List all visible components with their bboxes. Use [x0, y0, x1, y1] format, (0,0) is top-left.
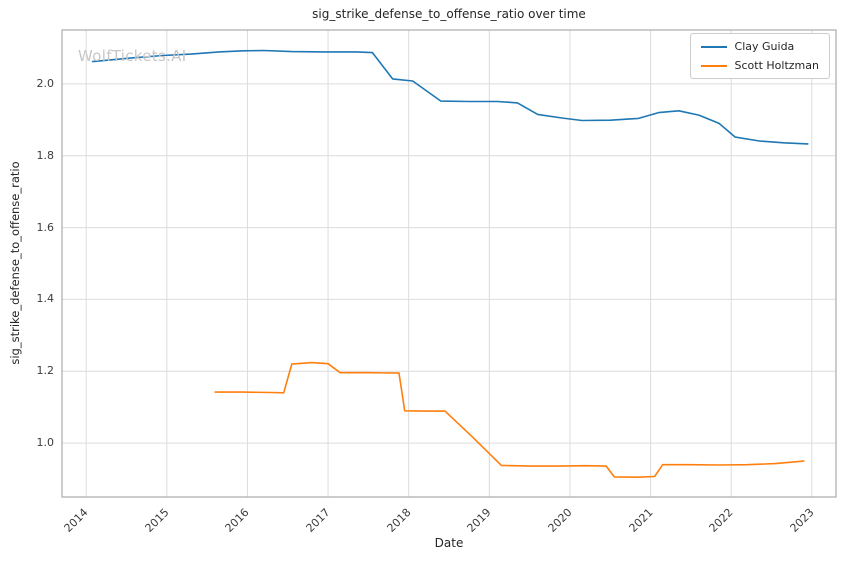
y-tick-label: 1.8: [36, 148, 55, 162]
chart-title: sig_strike_defense_to_offense_ratio over…: [312, 7, 586, 21]
plot-border: [61, 29, 837, 498]
x-axis-label: Date: [434, 536, 464, 550]
legend-line-swatch: [700, 64, 727, 67]
legend-label: Scott Holtzman: [734, 59, 819, 72]
legend-line-swatch: [700, 45, 727, 48]
legend: Clay Guida Scott Holtzman: [689, 33, 830, 79]
series-line: [91, 49, 809, 145]
y-tick-label: 1.4: [36, 292, 55, 306]
y-tick-label: 1.2: [36, 364, 55, 378]
y-axis-label: sig_strike_defense_to_offense_ratio: [8, 161, 22, 365]
y-tick-label: 2.0: [36, 76, 55, 90]
legend-item: Clay Guida: [700, 40, 819, 53]
y-tick-label: 1.0: [36, 436, 55, 450]
y-tick-label: 1.6: [36, 220, 55, 234]
series-line: [214, 361, 805, 479]
legend-item: Scott Holtzman: [700, 59, 819, 72]
watermark: WolfTickets.AI: [78, 47, 187, 65]
legend-label: Clay Guida: [734, 40, 795, 53]
